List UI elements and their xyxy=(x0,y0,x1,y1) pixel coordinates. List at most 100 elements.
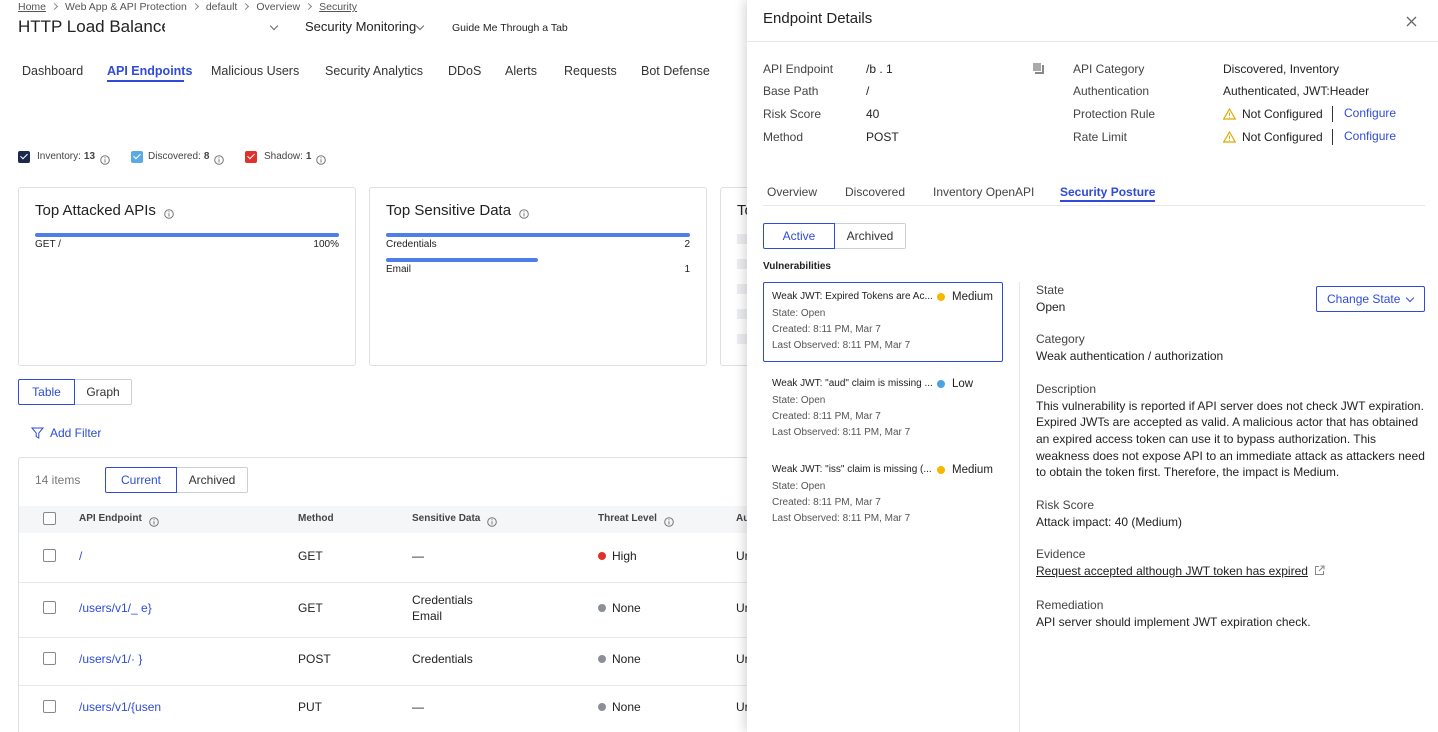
endpoint-link[interactable]: /users/v1/· } xyxy=(79,652,143,666)
severity-dot xyxy=(937,466,945,474)
breadcrumb-item[interactable]: Web App & API Protection xyxy=(65,1,187,13)
nav-tab[interactable]: Dashboard xyxy=(22,64,84,78)
severity: Medium xyxy=(952,291,993,303)
copy-icon[interactable] xyxy=(1032,62,1045,75)
nav-tab[interactable]: Security Analytics xyxy=(325,64,423,78)
detail-tab[interactable]: Security Posture xyxy=(1060,185,1156,199)
page-title: HTTP Load Balancer: xyxy=(18,17,182,36)
row-checkbox[interactable] xyxy=(43,512,56,525)
breadcrumb-item[interactable]: Security xyxy=(319,1,358,13)
icon-part xyxy=(153,519,155,521)
configure-link[interactable]: Configure xyxy=(1344,106,1397,120)
field-label: API Endpoint xyxy=(763,62,834,76)
row-checkbox[interactable] xyxy=(43,600,56,614)
guide-link[interactable]: Guide Me Through a Tab xyxy=(452,22,568,34)
detail-label: Category xyxy=(1036,332,1085,347)
threat-dot xyxy=(598,603,606,612)
lb-name-input xyxy=(165,15,265,40)
toggle-button[interactable]: Table xyxy=(18,379,75,405)
nav-tab[interactable]: Requests xyxy=(564,64,617,78)
drawer xyxy=(747,0,1438,732)
change-state-button[interactable]: Change State xyxy=(1316,286,1425,312)
legend-checkbox[interactable] xyxy=(131,151,143,163)
vulnerability-card[interactable] xyxy=(763,282,1003,362)
row-divider xyxy=(19,637,759,638)
legend-checkbox[interactable] xyxy=(18,151,30,163)
row-checkbox[interactable] xyxy=(43,652,56,665)
icon-part xyxy=(1406,16,1417,27)
tabs-divider xyxy=(763,205,1425,206)
legend-checkbox[interactable] xyxy=(245,151,257,163)
summary-card xyxy=(18,187,356,366)
icon-part xyxy=(1222,130,1237,143)
row-checkbox[interactable] xyxy=(43,549,56,562)
endpoint-link[interactable]: /users/v1/_ e} xyxy=(79,600,152,615)
legend-count: 1 xyxy=(305,151,312,162)
toggle-button[interactable]: Archived xyxy=(834,223,906,249)
vulnerability-created: Created: 8:11 PM, Mar 7 xyxy=(772,497,881,508)
toggle-button[interactable]: Active xyxy=(763,223,835,249)
detail-tab[interactable]: Inventory OpenAPI xyxy=(933,185,1035,199)
info-icon xyxy=(100,152,110,165)
legend-label: Inventory: 13 xyxy=(37,149,95,165)
vulnerability-title: Weak JWT: "iss" claim is missing (... xyxy=(772,464,932,475)
icon-part xyxy=(316,155,327,165)
nav-tab[interactable]: DDoS xyxy=(448,64,482,78)
breadcrumb-item[interactable]: Home xyxy=(18,1,47,13)
toggle-label: Archived xyxy=(188,473,236,487)
breadcrumb-item[interactable]: Overview xyxy=(256,1,301,13)
column-divider xyxy=(1019,282,1020,732)
vulnerability-created: Created: 8:11 PM, Mar 7 xyxy=(772,324,881,335)
separator xyxy=(1332,129,1333,145)
icon-part xyxy=(1222,107,1237,120)
column-header: API Endpoint xyxy=(79,513,142,524)
view-select[interactable]: Security Monitoring xyxy=(305,19,417,34)
warning-icon xyxy=(1222,107,1237,120)
field-label: Rate Limit xyxy=(1073,130,1128,144)
toggle-button[interactable]: Graph xyxy=(74,379,132,405)
add-filter[interactable]: Add Filter xyxy=(50,426,102,440)
icon-part xyxy=(316,155,327,165)
icon-part xyxy=(1228,116,1231,118)
field-value: /b . 1 xyxy=(866,62,893,76)
field-value: POST xyxy=(866,130,899,144)
icon-part xyxy=(491,519,493,521)
breadcrumb: Home Web App & API Protection default Overv… xyxy=(18,0,418,14)
nav-tab[interactable]: Malicious Users xyxy=(211,64,300,78)
data-bar xyxy=(386,233,690,237)
configure-link[interactable]: Configure xyxy=(1344,129,1397,143)
icon-part xyxy=(1228,139,1231,141)
icon-part xyxy=(168,211,170,213)
active-tab-underline xyxy=(107,80,184,82)
endpoint-link[interactable]: /users/v1/{usen xyxy=(79,700,162,714)
nav-tab[interactable]: API Endpoints xyxy=(107,64,193,78)
detail-value: Open xyxy=(1036,299,1066,314)
breadcrumb-separator xyxy=(191,2,199,11)
toggle-button[interactable]: Archived xyxy=(176,467,248,493)
icon-part xyxy=(487,517,498,527)
close-button[interactable] xyxy=(1406,14,1417,27)
icon-part xyxy=(104,157,106,159)
detail-value: This vulnerability is reported if API se… xyxy=(1036,398,1425,480)
evidence-link[interactable]: Request accepted although JWT token has … xyxy=(1036,564,1308,579)
warning-icon xyxy=(1222,130,1237,143)
icon-part xyxy=(214,155,225,165)
button-label: Change State xyxy=(1327,292,1401,306)
icon-part xyxy=(214,155,225,165)
nav-tab[interactable]: Bot Defense xyxy=(641,64,710,78)
icon-part xyxy=(100,155,110,165)
icon-part xyxy=(523,211,525,213)
detail-tab[interactable]: Overview xyxy=(767,185,818,199)
nav-tab[interactable]: Alerts xyxy=(505,64,537,78)
row-divider xyxy=(19,582,759,583)
breadcrumb-item[interactable]: default xyxy=(205,1,238,13)
column-header: Sensitive Data xyxy=(412,513,481,524)
skeleton-row xyxy=(737,334,747,344)
detail-tab[interactable]: Discovered xyxy=(845,185,906,199)
toggle-button[interactable]: Current xyxy=(105,467,177,493)
detail-link-row: Request accepted although JWT token has … xyxy=(1036,563,1428,581)
endpoint-link[interactable]: / xyxy=(79,549,83,563)
bar-label: GET / xyxy=(35,239,61,250)
icon-part xyxy=(519,209,529,219)
row-checkbox[interactable] xyxy=(43,700,56,713)
